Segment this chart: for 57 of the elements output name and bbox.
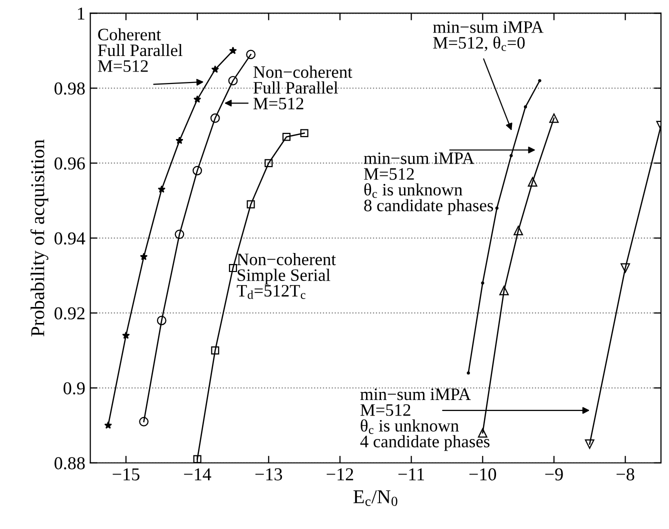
- y-tick-label: 0.98: [54, 82, 85, 95]
- point: [156, 316, 166, 326]
- annotation: min−sum iMPA M=512 θ$_{c}$ is unknown 8 candidate phases: [364, 152, 494, 215]
- point: [246, 200, 255, 208]
- point: [584, 439, 594, 449]
- x-tick-label: −15: [112, 468, 140, 480]
- point: [549, 113, 559, 123]
- y-tick-label: 0.9: [64, 382, 85, 394]
- point: [228, 76, 238, 86]
- point: [228, 264, 238, 272]
- point: [122, 331, 130, 339]
- y-tick-label: 0.94: [54, 232, 86, 245]
- point: [495, 206, 499, 210]
- point: [210, 113, 220, 123]
- point: [176, 136, 184, 144]
- y-tick-label: 1: [78, 8, 84, 20]
- point: [192, 166, 202, 176]
- point: [282, 132, 291, 141]
- point: [538, 79, 542, 82]
- x-axis-title: E$_{c}$/N$_{0}$: [353, 490, 398, 506]
- point: [514, 226, 524, 236]
- annotation: min−sum iMPA M=512 θ$_{c}$ is unknown 4 candidate phases: [360, 388, 490, 451]
- point: [481, 281, 484, 285]
- annotation: Non−coherent Simple Serial T$_{d}$=512T$_{c}$: [236, 253, 336, 299]
- point: [140, 252, 148, 260]
- x-tick-label: −13: [255, 468, 282, 480]
- y-tick-label: 0.92: [54, 307, 84, 320]
- point: [139, 416, 149, 426]
- x-tick-label: −8: [616, 468, 634, 480]
- point: [193, 95, 202, 103]
- annotation: Coherent Full Parallel M=512: [98, 28, 182, 72]
- point: [193, 455, 202, 463]
- point: [246, 50, 256, 60]
- point: [510, 154, 513, 158]
- point: [620, 263, 630, 273]
- x-tick-label: −10: [469, 468, 496, 480]
- y-tick-label: 0.96: [54, 157, 85, 170]
- point: [466, 371, 470, 375]
- point: [300, 129, 308, 138]
- point: [264, 159, 273, 168]
- x-tick-label: −12: [326, 468, 354, 480]
- y-axis-title: Probability of acquisition: [30, 140, 48, 336]
- x-tick-label: −11: [398, 468, 424, 480]
- point: [229, 46, 237, 54]
- point: [499, 286, 509, 296]
- annotation: min−sum iMPA M=512, θ$_{c}$=0: [433, 21, 544, 52]
- point: [104, 421, 112, 429]
- point: [158, 185, 166, 193]
- x-tick-label: −14: [184, 468, 212, 480]
- point: [174, 230, 184, 240]
- point: [211, 65, 220, 73]
- point: [211, 346, 220, 354]
- x-tick-label: −9: [545, 468, 563, 480]
- annotation: Non−coherent Full Parallel M=512: [253, 66, 352, 110]
- y-tick-label: 0.88: [54, 457, 85, 470]
- point: [524, 105, 528, 108]
- point: [528, 177, 538, 187]
